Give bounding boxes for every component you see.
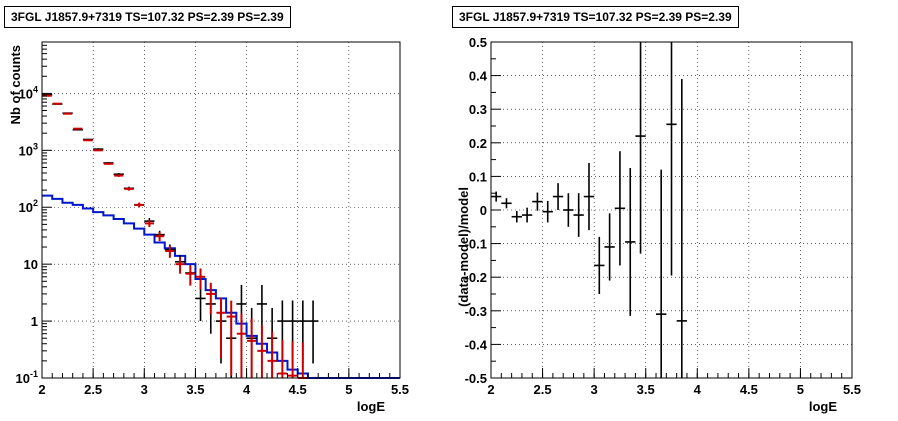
residual-point [521, 207, 533, 223]
residual-point [635, 42, 646, 254]
right-y-tick-label: 0.1 [469, 169, 487, 184]
right-y-axis-label: (data-model)/model [456, 187, 471, 307]
model-point [124, 187, 134, 191]
left-y-axis-label: Nb of counts [8, 45, 23, 124]
model-point [206, 282, 216, 315]
model-point [236, 313, 247, 378]
residual-point [625, 168, 636, 316]
residual-point [542, 200, 553, 223]
residual-point [656, 169, 667, 378]
residual-point [532, 192, 543, 211]
model-point [195, 268, 206, 290]
right-x-tick-label: 4.5 [740, 382, 758, 397]
left-y-tick-label: 102 [19, 198, 38, 215]
model-point [175, 257, 185, 274]
residual-point [511, 211, 522, 223]
left-y-tick-label: 10-1 [16, 369, 38, 386]
right-x-tick-label: 5 [797, 382, 804, 397]
left-x-tick-label: 5 [345, 382, 352, 397]
residual-point [573, 193, 584, 237]
right-y-tick-label: -0.1 [465, 237, 487, 252]
right-chart-title: 3FGL J1857.9+7319 TS=107.32 PS=2.39 PS=2… [452, 6, 739, 28]
residual-point [614, 151, 626, 266]
residual-point [552, 183, 564, 210]
residual-point [563, 193, 574, 227]
left-x-tick-label: 5.5 [391, 382, 409, 397]
left-x-tick-label: 3.5 [186, 382, 204, 397]
left-x-tick-label: 4.5 [289, 382, 307, 397]
left-y-tick-label: 104 [19, 84, 38, 101]
right-y-tick-label: 0.5 [469, 35, 487, 50]
model-point [185, 265, 195, 286]
right-y-tick-label: 0.3 [469, 102, 487, 117]
left-x-axis-label: logE [357, 399, 385, 414]
model-point [226, 300, 236, 376]
model-point [73, 127, 83, 130]
right-x-tick-label: 4 [694, 382, 702, 397]
right-x-tick-label: 2 [487, 382, 494, 397]
right-y-tick-label: 0 [480, 203, 487, 218]
right-y-tick-label: -0.3 [465, 304, 487, 319]
residual-point [501, 198, 512, 209]
left-y-tick-label: 1 [31, 314, 38, 329]
model-point [62, 112, 73, 115]
model-point [267, 331, 277, 378]
residual-point [676, 78, 687, 378]
right-x-tick-label: 3 [591, 382, 598, 397]
model-histogram-line [42, 194, 400, 379]
right-y-tick-label: 0.4 [469, 69, 488, 84]
model-point [93, 149, 103, 152]
model-point [52, 102, 62, 105]
model-point [144, 220, 155, 228]
right-x-tick-label: 2.5 [534, 382, 552, 397]
right-y-tick-label: -0.2 [465, 270, 487, 285]
model-point [83, 139, 93, 142]
model-point [277, 339, 287, 378]
model-point [155, 232, 165, 242]
residual-point [594, 236, 605, 294]
model-point [216, 297, 226, 359]
right-y-tick-label: -0.5 [465, 371, 487, 386]
model-point [165, 245, 175, 258]
right-y-tick-label: 0.2 [469, 136, 487, 151]
left-x-tick-label: 2.5 [84, 382, 102, 397]
residual-point [604, 213, 615, 281]
data-point [307, 300, 319, 364]
residual-point [491, 191, 502, 202]
left-x-tick-label: 2 [38, 382, 45, 397]
model-point [257, 325, 267, 378]
right-x-axis-label: logE [809, 399, 837, 414]
model-point [247, 318, 257, 378]
left-x-tick-label: 4 [243, 382, 251, 397]
model-point [114, 174, 124, 177]
residual-point [583, 162, 595, 231]
model-point [287, 341, 298, 378]
residual-point [666, 42, 677, 276]
left-y-tick-label: 10 [24, 257, 38, 272]
left-x-tick-label: 3 [141, 382, 148, 397]
left-y-tick-label: 103 [19, 141, 38, 158]
model-point [103, 162, 114, 165]
right-x-tick-label: 3.5 [637, 382, 655, 397]
right-x-tick-label: 5.5 [843, 382, 861, 397]
model-point [134, 202, 144, 208]
left-chart-title: 3FGL J1857.9+7319 TS=107.32 PS=2.39 PS=2… [4, 6, 291, 28]
right-y-tick-label: -0.4 [465, 337, 488, 352]
